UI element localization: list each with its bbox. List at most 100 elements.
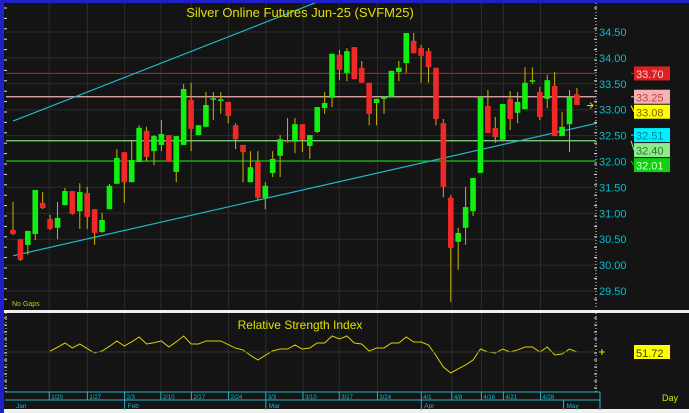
candle[interactable]	[329, 53, 335, 108]
date-tick-label: 2/24	[231, 395, 243, 401]
candle[interactable]	[455, 227, 461, 270]
candle[interactable]	[373, 98, 380, 126]
candle[interactable]	[17, 239, 24, 261]
candle[interactable]	[514, 92, 521, 124]
price-label-box	[634, 143, 670, 158]
candle[interactable]	[10, 201, 16, 236]
candle[interactable]	[321, 92, 328, 114]
candle[interactable]	[25, 230, 31, 255]
price-label: 32.51	[636, 131, 664, 143]
period-label[interactable]: Day	[662, 393, 679, 403]
candle[interactable]	[62, 187, 68, 206]
candle[interactable]	[470, 178, 476, 216]
candle-body	[433, 67, 439, 120]
candle[interactable]	[121, 152, 128, 203]
candle[interactable]	[114, 149, 120, 184]
candle[interactable]	[84, 186, 90, 229]
candle[interactable]	[551, 71, 558, 137]
candle[interactable]	[210, 92, 217, 121]
candle-body	[188, 99, 194, 129]
candle[interactable]	[106, 183, 113, 210]
candle[interactable]	[403, 33, 410, 73]
candle[interactable]	[32, 189, 39, 241]
candle[interactable]	[529, 67, 536, 84]
candle[interactable]	[388, 70, 395, 97]
y-tick-label: 32.00	[599, 157, 627, 169]
candle[interactable]	[396, 61, 402, 82]
candle[interactable]	[358, 61, 365, 83]
candle[interactable]	[410, 33, 417, 54]
candle[interactable]	[262, 182, 269, 210]
candle-body	[32, 189, 39, 235]
candle[interactable]	[574, 87, 580, 106]
candle[interactable]	[232, 123, 239, 150]
candle[interactable]	[47, 214, 53, 230]
candle[interactable]	[307, 135, 313, 159]
candle[interactable]	[381, 96, 387, 114]
candle[interactable]	[69, 191, 76, 215]
candle[interactable]	[217, 92, 224, 114]
candle[interactable]	[418, 44, 424, 83]
candle[interactable]	[462, 186, 469, 245]
candle[interactable]	[537, 86, 543, 121]
candle-body	[321, 102, 328, 109]
candle[interactable]	[240, 144, 246, 183]
lower-trend-line[interactable]	[12, 122, 599, 257]
candle[interactable]	[507, 91, 513, 130]
candle-body	[507, 98, 513, 120]
candle-body	[225, 101, 231, 116]
candle[interactable]	[247, 151, 254, 183]
candle[interactable]	[136, 125, 142, 163]
candle[interactable]	[433, 67, 439, 126]
candle-body	[292, 124, 298, 142]
candle[interactable]	[284, 117, 291, 143]
candle[interactable]	[91, 209, 98, 245]
candle[interactable]	[128, 140, 135, 183]
candle[interactable]	[559, 111, 565, 137]
candle[interactable]	[277, 135, 283, 178]
candle[interactable]	[39, 192, 46, 210]
candle[interactable]	[76, 183, 83, 229]
candle[interactable]	[366, 82, 372, 126]
candle[interactable]	[314, 107, 321, 134]
upper-trend-line[interactable]	[12, 0, 466, 122]
candle[interactable]	[203, 92, 209, 127]
candle-body	[255, 162, 261, 198]
month-label: Feb	[128, 403, 140, 410]
candle[interactable]	[499, 104, 506, 140]
candle-body	[262, 185, 269, 198]
candle[interactable]	[299, 124, 306, 153]
rsi-panel[interactable]	[4, 313, 689, 409]
candle[interactable]	[195, 125, 202, 136]
candle[interactable]	[351, 47, 358, 80]
candle[interactable]	[292, 117, 298, 154]
candle[interactable]	[188, 82, 194, 152]
candle[interactable]	[336, 50, 343, 81]
candle[interactable]	[425, 48, 432, 83]
candle[interactable]	[544, 74, 551, 109]
candle[interactable]	[225, 101, 231, 124]
candle[interactable]	[485, 90, 491, 134]
candle[interactable]	[158, 120, 165, 152]
candle[interactable]	[269, 151, 276, 178]
candle[interactable]	[522, 67, 528, 110]
candle[interactable]	[447, 195, 454, 302]
candle[interactable]	[255, 151, 261, 201]
rsi-marker-icon	[599, 349, 605, 355]
candle[interactable]	[180, 83, 187, 145]
candle[interactable]	[440, 119, 447, 198]
candle[interactable]	[566, 90, 573, 153]
candle-body	[136, 127, 142, 163]
candle[interactable]	[173, 136, 180, 183]
candle[interactable]	[492, 116, 499, 143]
candle-body	[336, 54, 343, 70]
candle[interactable]	[99, 212, 105, 233]
candle[interactable]	[54, 201, 61, 240]
date-tick-label: 2/17	[193, 395, 205, 401]
candle[interactable]	[151, 135, 157, 166]
candle[interactable]	[166, 135, 172, 163]
candle[interactable]	[143, 126, 150, 161]
candle[interactable]	[344, 48, 350, 82]
candle[interactable]	[477, 96, 484, 173]
y-tick-label: 30.00	[599, 260, 627, 272]
